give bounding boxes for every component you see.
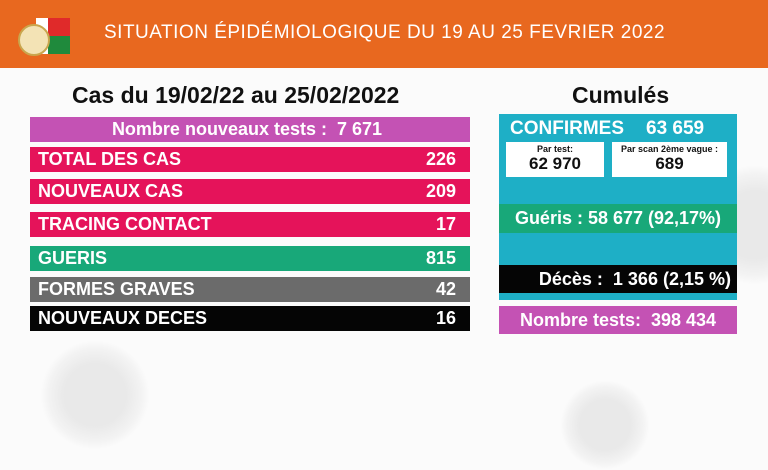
by-test-label: Par test: (536, 144, 573, 154)
row-severe: FORMES GRAVES 42 (30, 277, 470, 302)
madagascar-flag-logo (18, 18, 70, 56)
row-recovered: GUERIS 815 (30, 246, 470, 271)
row-value: 209 (425, 181, 456, 201)
row-value: 7 671 (337, 119, 383, 139)
row-label: TOTAL DES CAS (38, 149, 182, 169)
cumulative-title: Cumulés (572, 82, 670, 108)
row-value: 226 (425, 149, 456, 169)
row-tracing-contact: TRACING CONTACT 17 (30, 212, 470, 237)
row-new-deaths: NOUVEAUX DECES 16 (30, 306, 470, 331)
row-new-cases: NOUVEAUX CAS 209 (30, 179, 470, 204)
row-value: 16 (435, 308, 456, 328)
by-test-box: Par test: 62 970 (506, 142, 604, 177)
by-scan-box: Par scan 2ème vague :689 (612, 142, 727, 177)
virus-decoration (560, 380, 650, 470)
cumulative-deaths: Décès : 1 366 (2,15 %) (499, 265, 737, 293)
row-value: 815 (425, 248, 456, 268)
by-scan-label: Par scan 2ème vague : (620, 144, 719, 154)
row-value: 42 (435, 279, 456, 299)
cumulative-recovered: Guéris : 58 677 (92,17%) (499, 204, 737, 233)
header-banner: SITUATION ÉPIDÉMIOLOGIQUE DU 19 AU 25 FE… (0, 0, 768, 68)
row-label: FORMES GRAVES (38, 279, 195, 299)
header-title: SITUATION ÉPIDÉMIOLOGIQUE DU 19 AU 25 FE… (104, 22, 666, 43)
row-label: TRACING CONTACT (38, 214, 212, 234)
row-label: NOUVEAUX CAS (38, 181, 184, 201)
row-new-tests: Nombre nouveaux tests : 7 671 (30, 117, 470, 142)
row-label: GUERIS (38, 248, 108, 268)
confirmed-label: CONFIRMES (510, 118, 624, 139)
virus-decoration (40, 340, 150, 450)
by-test-value: 62 970 (529, 154, 581, 173)
row-value: 17 (435, 214, 456, 234)
row-label: Nombre nouveaux tests : (111, 119, 327, 139)
row-total-cases: TOTAL DES CAS 226 (30, 147, 470, 172)
weekly-title: Cas du 19/02/22 au 25/02/2022 (72, 82, 400, 108)
row-label: NOUVEAUX DECES (38, 308, 208, 328)
confirmed-value: 63 659 (646, 118, 705, 139)
cumulative-tests: Nombre tests: 398 434 (499, 306, 737, 334)
by-scan-value: 689 (655, 154, 684, 173)
